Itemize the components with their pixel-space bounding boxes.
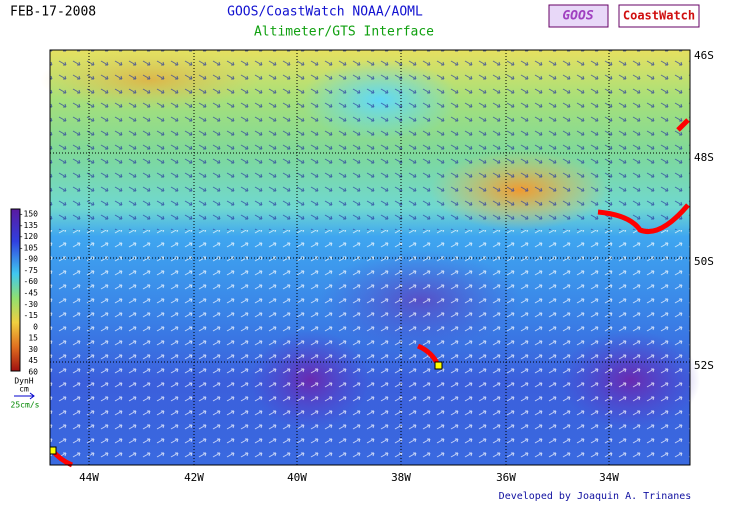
vector-scale: 25cm/s [11,401,40,410]
longitude-label: 38W [391,471,411,484]
latitude-label: 48S [694,151,714,164]
colorbar-label: -120 [19,232,38,241]
colorbar-label: -90 [24,255,39,264]
longitude-labels: 44W 42W 40W 38W 36W 34W [79,471,619,484]
colorbar-label: 15 [28,334,38,343]
latitude-label: 52S [694,359,714,372]
footer: Developed by Joaquin A. Trinanes [499,491,692,502]
longitude-label: 34W [599,471,619,484]
date: FEB-17-2008 [10,5,96,20]
colorbar-label: -150 [19,210,38,219]
title: GOOS/CoastWatch NOAA/AOML [227,5,423,20]
colorbar-label: -60 [24,277,39,286]
vector-scale-arrow [14,392,35,400]
colorbar-label: -135 [19,221,38,230]
longitude-label: 44W [79,471,99,484]
unit: cm [19,385,29,394]
colorbar-label: 0 [33,322,38,331]
colorbar-label: -45 [24,289,39,298]
colorbar-label: 60 [28,368,38,377]
goos-logo-text[interactable]: GOOS [562,9,593,24]
colorbar-label: -30 [24,300,39,309]
latitude-labels: 46S 48S 50S 52S [694,49,714,372]
quantity: DynH [14,377,33,386]
coastwatch-logo-text[interactable]: CoastWatch [623,9,695,23]
map [40,49,700,468]
colorbar-label: 45 [28,356,38,365]
colorbar-label: -105 [19,243,38,252]
longitude-label: 36W [496,471,516,484]
colorbar-label: -75 [24,266,39,275]
longitude-label: 42W [184,471,204,484]
longitude-label: 40W [287,471,307,484]
subtitle: Altimeter/GTS Interface [254,25,434,40]
colorbar [10,208,21,372]
goos-logo[interactable] [548,4,609,28]
grid [50,50,690,465]
colorbar-label: -15 [24,311,39,320]
latitude-label: 46S [694,49,714,62]
colorbar-label: 30 [28,345,38,354]
latitude-label: 50S [694,255,714,268]
colorbar-labels: -150-135-120-105-90-75-60-45-30-15015304… [19,210,38,377]
coastwatch-logo[interactable] [618,4,700,28]
